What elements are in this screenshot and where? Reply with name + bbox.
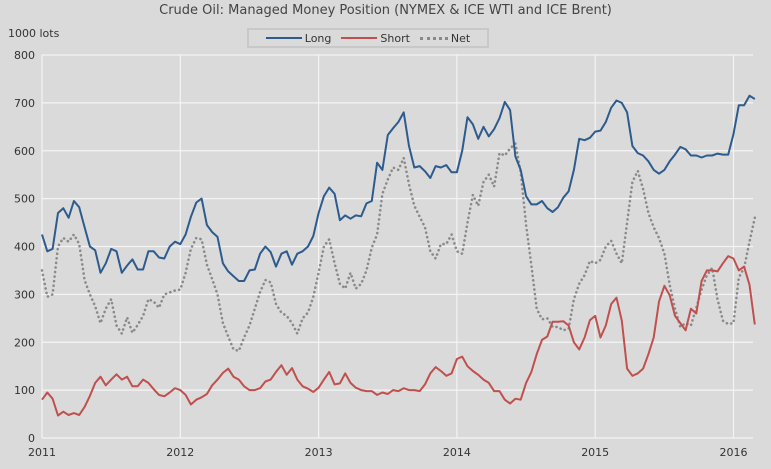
x-tick-labels: 2011 2012 2013 2014 2015 2016 xyxy=(28,446,748,459)
legend-item-long: Long xyxy=(265,31,332,45)
x-tick-label: 2012 xyxy=(166,446,194,459)
legend-item-short: Short xyxy=(341,32,410,45)
legend-swatch-net xyxy=(419,36,448,40)
legend-label-short: Short xyxy=(380,31,410,45)
y-tick-label: 800 xyxy=(14,49,35,62)
legend-label-long: Long xyxy=(304,31,332,45)
series-line-short xyxy=(41,255,756,417)
y-tick-labels: 0 100 200 300 400 500 600 700 800 xyxy=(14,49,35,445)
x-tick-label: 2016 xyxy=(720,446,748,459)
x-tick-label: 2015 xyxy=(581,446,609,459)
y-tick-label: 500 xyxy=(14,193,35,206)
gridlines xyxy=(41,54,753,439)
legend-swatch-short xyxy=(341,37,378,39)
y-tick-label: 400 xyxy=(14,241,35,254)
legend-label-net: Net xyxy=(450,31,471,45)
y-axis-label: 1000 lots xyxy=(8,27,60,40)
legend-swatch-long xyxy=(265,37,302,39)
y-tick-label: 600 xyxy=(14,145,35,158)
y-tick-label: 700 xyxy=(14,97,35,110)
x-tick-label: 2014 xyxy=(443,446,471,459)
x-tick-label: 2011 xyxy=(28,446,56,459)
series-line-long xyxy=(41,94,756,282)
y-tick-label: 100 xyxy=(14,384,35,397)
legend: Long Short Net xyxy=(247,28,489,48)
y-tick-label: 0 xyxy=(28,432,35,445)
series-lines xyxy=(40,94,757,417)
y-tick-label: 300 xyxy=(14,288,35,301)
chart-title: Crude Oil: Managed Money Position (NYMEX… xyxy=(159,3,612,18)
y-tick-label: 200 xyxy=(14,336,35,349)
series-line-net xyxy=(40,142,757,353)
x-tick-label: 2013 xyxy=(305,446,333,459)
legend-item-net: Net xyxy=(419,31,471,45)
